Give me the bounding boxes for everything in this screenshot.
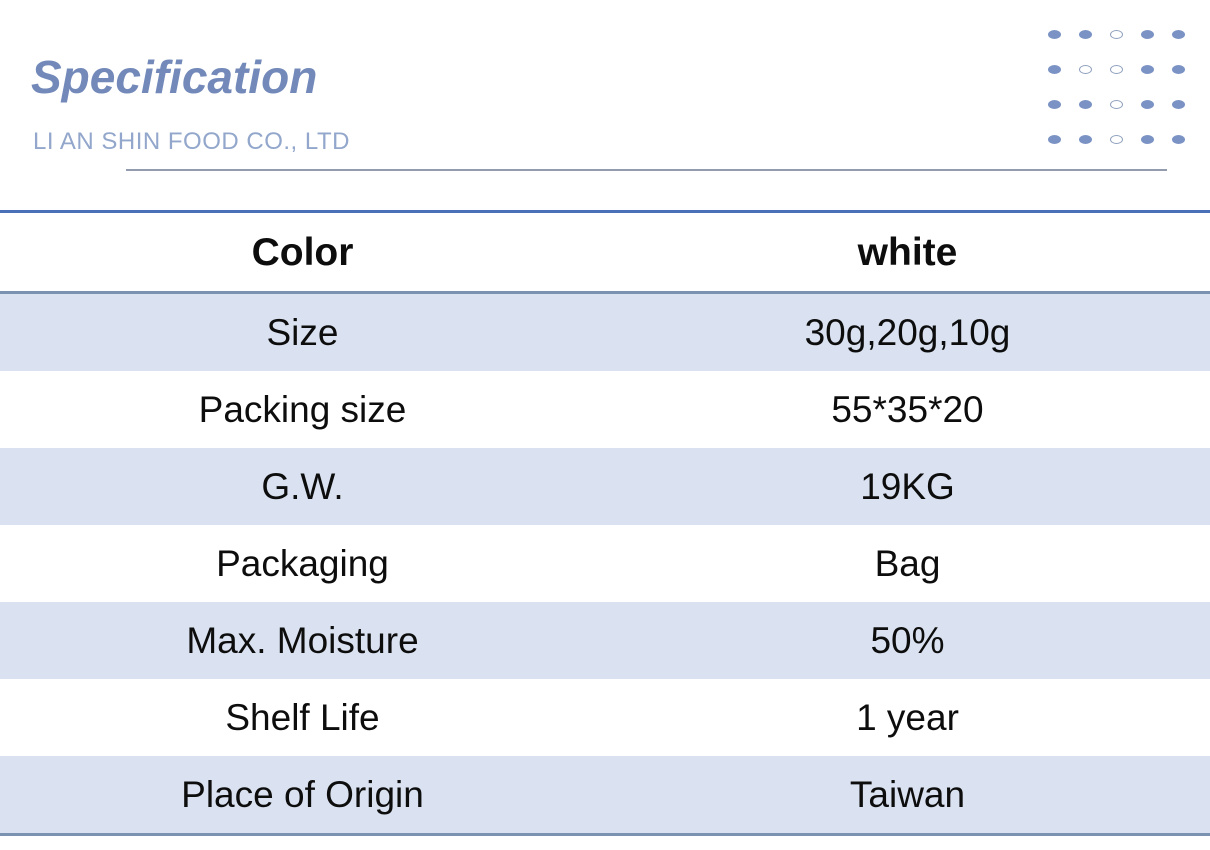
filled-dot-icon — [1079, 30, 1092, 39]
row-label: Size — [266, 312, 339, 353]
page-title: Specification — [31, 51, 318, 103]
filled-dot-icon — [1172, 30, 1185, 39]
table-row: Max. Moisture 50% — [0, 602, 1210, 679]
row-value: Taiwan — [849, 774, 966, 815]
filled-dot-icon — [1141, 65, 1154, 74]
table-row: G.W. 19KG — [0, 448, 1210, 525]
filled-dot-icon — [1172, 135, 1185, 144]
row-label: Shelf Life — [225, 697, 380, 738]
filled-dot-icon — [1079, 100, 1092, 109]
table-header-row: Color white — [0, 213, 1210, 294]
filled-dot-icon — [1079, 135, 1092, 144]
filled-dot-icon — [1141, 30, 1154, 39]
header-label-cell: Color — [251, 230, 354, 274]
specification-table: Color white Size 30g,20g,10g Packing siz… — [0, 210, 1210, 836]
filled-dot-icon — [1048, 135, 1061, 144]
row-value: 55*35*20 — [831, 389, 984, 430]
hollow-dot-icon — [1110, 30, 1123, 39]
table-row: Packing size 55*35*20 — [0, 371, 1210, 448]
row-label: G.W. — [261, 466, 344, 507]
filled-dot-icon — [1048, 30, 1061, 39]
filled-dot-icon — [1048, 65, 1061, 74]
row-label: Place of Origin — [181, 774, 424, 815]
row-label: Max. Moisture — [186, 620, 419, 661]
table-row: Size 30g,20g,10g — [0, 294, 1210, 371]
filled-dot-icon — [1141, 135, 1154, 144]
row-value: 30g,20g,10g — [804, 312, 1011, 353]
filled-dot-icon — [1048, 100, 1061, 109]
row-label: Packing size — [198, 389, 407, 430]
row-value: Bag — [874, 543, 941, 584]
hollow-dot-icon — [1079, 65, 1092, 74]
hollow-dot-icon — [1110, 100, 1123, 109]
hollow-dot-icon — [1110, 135, 1123, 144]
hollow-dot-icon — [1110, 65, 1123, 74]
company-name: LI AN SHIN FOOD CO., LTD — [33, 128, 350, 155]
filled-dot-icon — [1172, 100, 1185, 109]
table-row: Shelf Life 1 year — [0, 679, 1210, 756]
table-row: Packaging Bag — [0, 525, 1210, 602]
dot-grid-decoration — [1048, 30, 1185, 144]
filled-dot-icon — [1172, 65, 1185, 74]
header-value-cell: white — [857, 230, 958, 274]
filled-dot-icon — [1141, 100, 1154, 109]
row-value: 50% — [870, 620, 945, 661]
row-label: Packaging — [216, 543, 389, 584]
row-value: 1 year — [856, 697, 959, 738]
header-underline — [126, 169, 1167, 171]
table-row: Place of Origin Taiwan — [0, 756, 1210, 833]
row-value: 19KG — [860, 466, 955, 507]
